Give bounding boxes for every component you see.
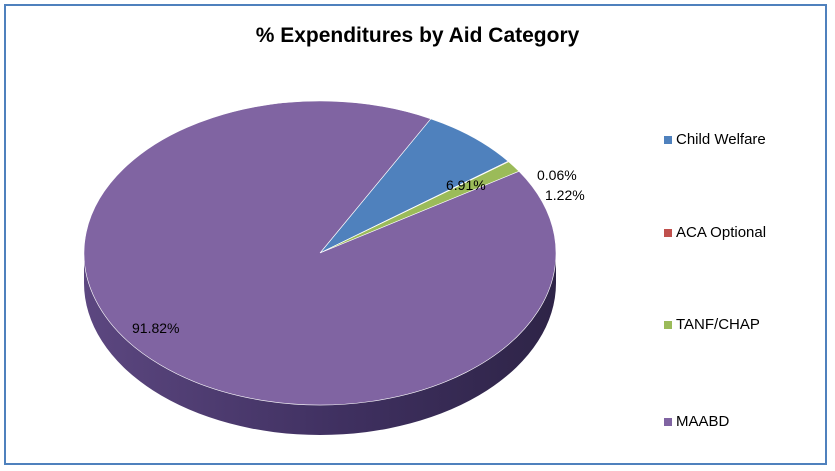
legend-label-aca-optional: ACA Optional [676,224,767,241]
data-label-maabd: 91.82% [132,320,179,336]
data-label-tanf-chap: 1.22% [545,187,585,203]
pie-side-wall [84,253,556,435]
data-label-child-welfare: 6.91% [446,177,486,193]
legend-label-tanf-chap: TANF/CHAP [676,316,760,333]
legend-item-tanf-chap: TANF/CHAP [664,316,760,333]
legend-label-maabd: MAABD [676,413,730,430]
pie-slice-maabd [83,100,557,406]
data-label-aca-optional: 0.06% [537,167,577,183]
legend-item-child-welfare: Child Welfare [664,131,766,148]
legend-swatch-maabd [664,417,672,426]
legend-label-child-welfare: Child Welfare [676,131,766,148]
legend-swatch-aca-optional [664,228,672,237]
chart-title: % Expenditures by Aid Category [255,24,580,47]
legend-item-aca-optional: ACA Optional [664,224,766,241]
legend-item-maabd: MAABD [664,413,729,430]
legend-swatch-child-welfare [664,135,672,144]
pie-slice-child-welfare [319,118,509,254]
legend-swatch-tanf-chap [664,320,672,329]
